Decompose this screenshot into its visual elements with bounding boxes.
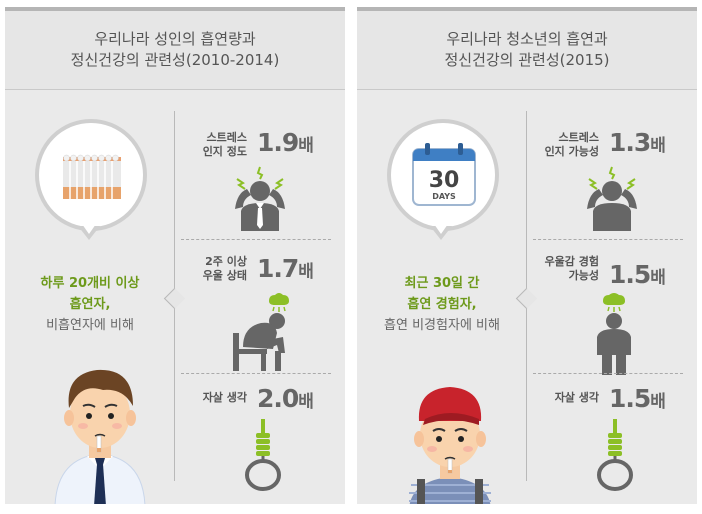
noose-icon	[245, 419, 281, 491]
stat-unit: 배	[650, 392, 666, 412]
desc-comparison: 흡연 비경험자에 비해	[384, 318, 500, 333]
youth-panel: 우리나라 청소년의 흡연과 정신건강의 관련성(2015) 30 DAYS 최근…	[357, 7, 697, 504]
calendar-icon: 30 DAYS	[412, 143, 476, 206]
stat-depression: 우울감 경험 가능성 1.5배	[539, 251, 689, 375]
stat-unit: 배	[650, 268, 666, 288]
title-line-1: 우리나라 성인의 흡연량과	[94, 30, 256, 48]
comparison-description: 하루 20개비 이상 흡연자, 비흡연자에 비해	[5, 273, 175, 336]
bubble-tail-inner	[434, 224, 448, 234]
stat-number: 1.7	[257, 254, 299, 283]
calendar-label: DAYS	[432, 192, 456, 201]
stat-unit: 배	[650, 136, 666, 156]
stat-label-line-2: 자살 생각	[554, 391, 599, 404]
stressed-person-icon	[587, 166, 637, 231]
stat-label: 스트레스 인지 가능성	[499, 131, 599, 159]
stat-number: 1.3	[609, 128, 651, 157]
desc-comparison: 비흡연자에 비해	[46, 318, 134, 333]
stat-label-line-2: 인지 가능성	[544, 145, 599, 158]
stat-unit: 배	[298, 136, 314, 156]
stat-label-line-1: 2주 이상	[205, 255, 247, 268]
title-line-2: 정신건강의 관련성(2010-2014)	[70, 51, 280, 69]
teen-smoker-illustration	[409, 387, 491, 504]
stat-label-line-1: 우울감 경험	[544, 255, 599, 268]
stat-value: 2.0배	[257, 385, 314, 416]
stat-label: 자살 생각	[147, 391, 247, 405]
stat-divider	[181, 239, 331, 240]
adult-panel: 우리나라 성인의 흡연량과 정신건강의 관련성(2010-2014)	[5, 7, 345, 504]
stat-divider	[533, 239, 683, 240]
title-line-1: 우리나라 청소년의 흡연과	[446, 30, 608, 48]
stat-number: 2.0	[257, 384, 299, 413]
title-divider	[357, 89, 697, 90]
adult-smoker-illustration	[54, 369, 146, 504]
stat-label-line-1: 스트레스	[558, 131, 599, 144]
stressed-person-icon	[235, 166, 285, 231]
stat-label: 스트레스 인지 정도	[147, 131, 247, 159]
depressed-person-icon	[233, 293, 289, 371]
comparison-description: 최근 30일 간 흡연 경험자, 흡연 비경험자에 비해	[357, 273, 527, 336]
stat-unit: 배	[298, 392, 314, 412]
stat-label-line-2: 자살 생각	[202, 391, 247, 404]
bubble-tail-inner	[82, 224, 96, 234]
noose-icon	[597, 419, 633, 491]
stat-label-line-2: 가능성	[568, 269, 599, 282]
stat-value: 1.3배	[609, 129, 666, 160]
stat-value: 1.5배	[609, 261, 666, 292]
desc-highlight-2: 흡연자,	[69, 297, 111, 312]
stat-suicide-thought: 자살 생각 2.0배	[187, 381, 337, 501]
stat-stress: 스트레스 인지 가능성 1.3배	[539, 129, 689, 231]
stat-label: 2주 이상 우울 상태	[147, 255, 247, 283]
title-divider	[5, 89, 345, 90]
speech-bubble	[35, 119, 147, 231]
stat-label: 우울감 경험 가능성	[499, 255, 599, 283]
stat-value: 1.9배	[257, 129, 314, 160]
stat-unit: 배	[298, 262, 314, 282]
stat-divider	[181, 373, 331, 374]
panel-title: 우리나라 청소년의 흡연과 정신건강의 관련성(2015)	[357, 29, 697, 71]
stat-number: 1.5	[609, 260, 651, 289]
stat-label-line-1: 스트레스	[206, 131, 247, 144]
desc-highlight-2: 흡연 경험자,	[407, 297, 477, 312]
depressed-person-icon	[597, 293, 631, 375]
panel-title: 우리나라 성인의 흡연량과 정신건강의 관련성(2010-2014)	[5, 29, 345, 71]
stat-number: 1.5	[609, 384, 651, 413]
calendar-number: 30	[429, 168, 460, 193]
stat-divider	[533, 373, 683, 374]
desc-highlight-1: 최근 30일 간	[404, 276, 480, 291]
speech-bubble: 30 DAYS	[387, 119, 499, 231]
stat-depression: 2주 이상 우울 상태 1.7배	[187, 251, 337, 371]
stat-suicide-thought: 자살 생각 1.5배	[539, 381, 689, 501]
stat-value: 1.7배	[257, 255, 314, 286]
desc-highlight-1: 하루 20개비 이상	[40, 276, 140, 291]
stat-label: 자살 생각	[499, 391, 599, 405]
cigarette-pack-icon	[57, 151, 127, 203]
stat-label-line-2: 인지 정도	[202, 145, 247, 158]
stat-value: 1.5배	[609, 385, 666, 416]
stat-stress: 스트레스 인지 정도 1.9배	[187, 129, 337, 231]
stat-label-line-2: 우울 상태	[202, 269, 247, 282]
stat-number: 1.9	[257, 128, 299, 157]
title-line-2: 정신건강의 관련성(2015)	[444, 51, 610, 69]
